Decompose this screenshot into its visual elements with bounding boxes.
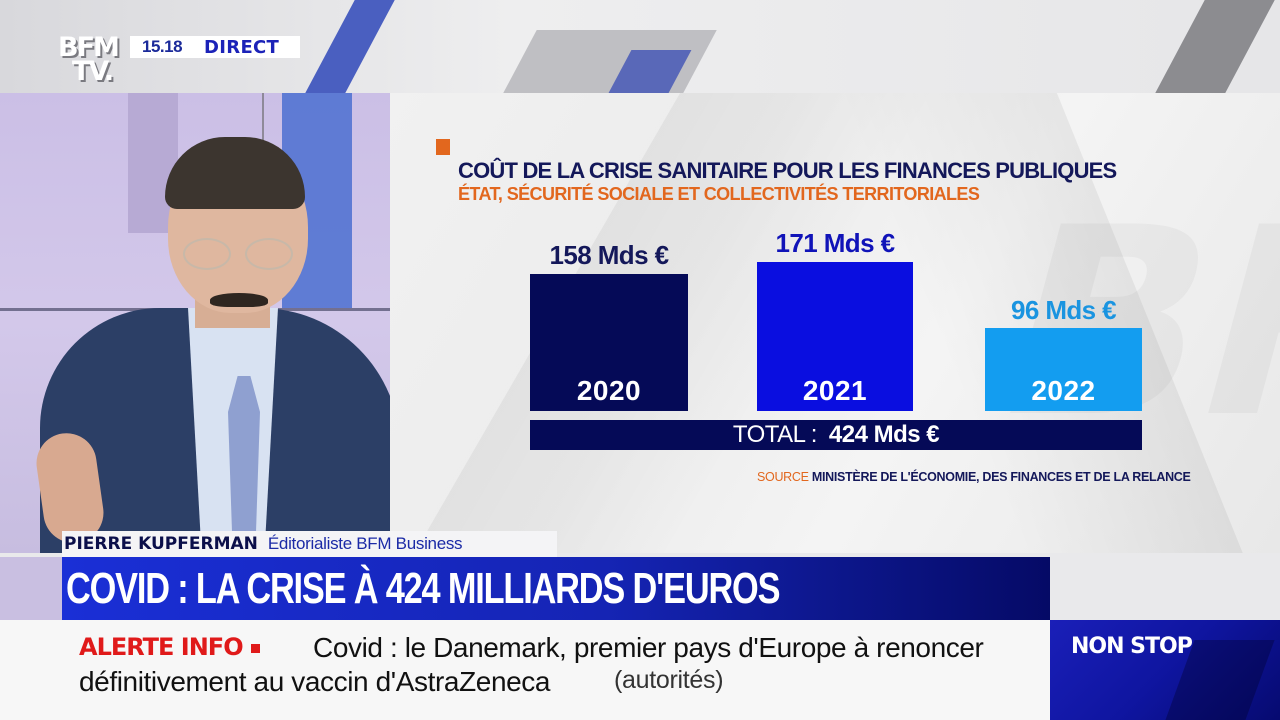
clock-live-bar: 15.18 DIRECT bbox=[130, 36, 300, 58]
chart-title: COÛT DE LA CRISE SANITAIRE POUR LES FINA… bbox=[458, 158, 1117, 183]
total-value: 424 Mds € bbox=[828, 421, 940, 448]
guest-name: PIERRE KUPFERMAN bbox=[64, 534, 258, 554]
logo-line1: BFM bbox=[58, 32, 120, 63]
total-label: TOTAL : bbox=[732, 421, 818, 448]
ticker-line-1: Covid : le Danemark, premier pays d'Euro… bbox=[313, 632, 984, 663]
clock-time: 15.18 bbox=[142, 37, 183, 56]
live-label: DIRECT bbox=[204, 36, 280, 58]
alert-square-icon bbox=[250, 643, 260, 653]
news-ticker: ALERTE INFO Covid : le Danemark, premier… bbox=[0, 620, 1050, 720]
bg-decor bbox=[0, 557, 62, 620]
presenter-video bbox=[0, 93, 390, 553]
bar-year: 2021 bbox=[802, 375, 868, 406]
title-accent-square bbox=[436, 139, 450, 155]
bar-2022: 2022 bbox=[985, 328, 1142, 411]
source-key: SOURCE bbox=[757, 470, 809, 484]
headline-bar: COVID : LA CRISE À 424 MILLIARDS D'EUROS bbox=[62, 557, 1050, 620]
chart-source: SOURCE MINISTÈRE DE L'ÉCONOMIE, DES FINA… bbox=[757, 470, 1191, 484]
headline-text: COVID : LA CRISE À 424 MILLIARDS D'EUROS bbox=[66, 563, 780, 613]
bar-year: 2020 bbox=[576, 375, 642, 406]
logo-line2: TV. bbox=[72, 56, 114, 87]
source-value: MINISTÈRE DE L'ÉCONOMIE, DES FINANCES ET… bbox=[811, 470, 1191, 484]
nonstop-label: NON STOP bbox=[1071, 634, 1193, 659]
chart-subtitle: ÉTAT, SÉCURITÉ SOCIALE ET COLLECTIVITÉS … bbox=[458, 184, 980, 204]
bar-2020: 2020 bbox=[530, 274, 688, 411]
bg-decor bbox=[1155, 0, 1275, 93]
bar-value-label: 171 Mds € bbox=[775, 228, 895, 258]
bfmtv-logo: BFM TV. bbox=[58, 34, 124, 92]
bar-value-label: 96 Mds € bbox=[1010, 295, 1117, 325]
bar-value-label: 158 Mds € bbox=[549, 240, 669, 270]
presenter-figure bbox=[0, 93, 390, 553]
bar-2021: 2021 bbox=[757, 262, 913, 411]
nonstop-box: NON STOP bbox=[1050, 620, 1280, 720]
guest-role: Éditorialiste BFM Business bbox=[267, 534, 463, 553]
name-strap: PIERRE KUPFERMAN Éditorialiste BFM Busin… bbox=[62, 531, 557, 557]
ticker-line-2: définitivement au vaccin d'AstraZeneca bbox=[79, 666, 551, 697]
alert-text: ALERTE INFO bbox=[79, 633, 244, 661]
alert-info-label: ALERTE INFO bbox=[79, 633, 260, 661]
bar-year: 2022 bbox=[1031, 375, 1096, 406]
total-bar: TOTAL : 424 Mds € bbox=[530, 420, 1142, 450]
ticker-source: (autorités) bbox=[614, 666, 724, 694]
bg-decor bbox=[305, 0, 395, 93]
